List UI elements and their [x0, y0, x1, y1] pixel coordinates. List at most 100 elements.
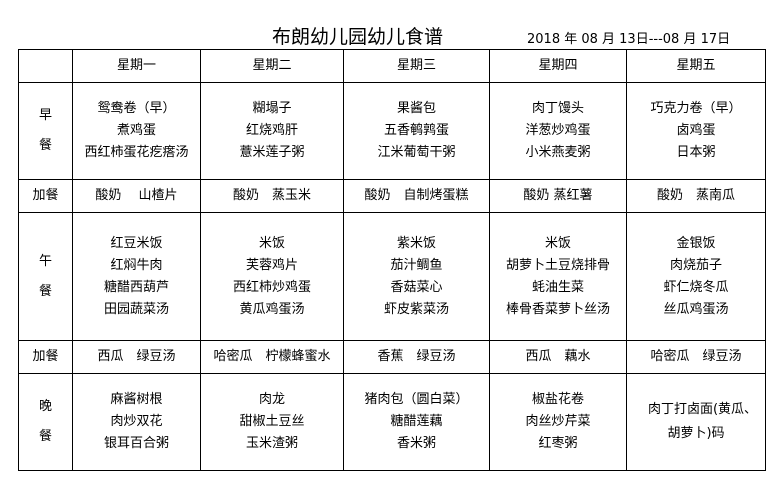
- menu-cell: 鸳鸯卷（早） 煮鸡蛋西红柿蛋花疙瘩汤: [72, 82, 201, 180]
- menu-cell: 香蕉 绿豆汤: [343, 340, 490, 374]
- dish: 酸奶 山楂片: [95, 188, 178, 203]
- menu-cell: 红豆米饭红焖牛肉糖醋西葫芦田园蔬菜汤: [72, 212, 201, 341]
- menu-cell: 椒盐花卷肉丝炒芹菜红枣粥: [489, 373, 627, 471]
- dish: 哈密瓜 柠檬蜂蜜水: [213, 349, 331, 364]
- dish: 五香鹌鹑蛋: [383, 123, 449, 138]
- dish: 酸奶 蒸玉米: [232, 188, 311, 203]
- menu-cell: 西瓜 藕水: [489, 340, 627, 374]
- dish: 糖醋莲藕: [390, 414, 443, 429]
- menu-cell: 酸奶 山楂片: [72, 179, 201, 213]
- dish: 鸳鸯卷（早）: [97, 101, 176, 116]
- dish: 糊塌子: [252, 101, 292, 116]
- dish: 肉丁打卤面(黄瓜、胡萝卜)码: [634, 402, 758, 441]
- meal-label-char: 餐: [38, 429, 52, 444]
- dish: 酸奶 蒸红薯: [523, 188, 593, 203]
- day-header: 星期二: [200, 49, 344, 83]
- dish: 西红柿炒鸡蛋: [232, 279, 311, 295]
- menu-cell: 哈密瓜 绿豆汤: [626, 340, 766, 374]
- menu-cell: 酸奶 蒸红薯: [489, 179, 627, 213]
- menu-cell: 麻酱树根肉炒双花银耳百合粥: [72, 373, 201, 471]
- row-lunch: 午餐红豆米饭 红焖牛肉 糖醋西葫芦 田园蔬菜汤 米饭 芙蓉鸡片 西红柿炒鸡蛋 黄瓜鸡蛋汤 紫米饭…: [18, 212, 766, 341]
- page-title: 布朗幼儿园幼儿食谱: [272, 26, 444, 48]
- meal-label-char: 餐: [38, 138, 52, 153]
- dish: 酸奶 蒸南瓜: [656, 188, 735, 203]
- dish: 猪肉包（圆白菜）: [364, 392, 469, 407]
- menu-cell: 肉丁馒头洋葱炒鸡蛋小米燕麦粥: [489, 82, 627, 180]
- dish: 肉炒双花: [110, 414, 163, 429]
- dish: 米饭: [258, 235, 285, 251]
- menu-cell: 巧克力卷（早） 卤鸡蛋 日本粥: [626, 82, 766, 180]
- meal-label-char: 晚: [38, 399, 52, 414]
- dish: 芙蓉鸡片: [245, 257, 298, 273]
- dish: 紫米饭: [396, 235, 436, 251]
- dish: 虾皮紫菜汤: [383, 301, 449, 317]
- menu-cell: 酸奶 蒸南瓜: [626, 179, 766, 213]
- meal-label: 早餐: [18, 82, 73, 180]
- menu-cell: 紫米饭茄汁鲷鱼香菇菜心虾皮紫菜汤: [343, 212, 490, 341]
- menu-cell: 米饭 胡萝卜土豆烧排骨 蚝油生菜 棒骨香菜萝卜丝汤: [489, 212, 627, 341]
- menu-table: 星期一 星期二 星期三 星期四 星期五 早餐鸳鸯卷（早） 煮鸡蛋 西红柿蛋花疙瘩汤糊…: [18, 49, 766, 471]
- dish: 甜椒土豆丝: [239, 414, 305, 429]
- dish: 香菇菜心: [390, 279, 443, 295]
- dish: 西瓜 绿豆汤: [97, 349, 176, 364]
- corner-cell: [18, 49, 73, 83]
- dish: 虾仁烧冬瓜: [663, 279, 729, 295]
- dish: 胡萝卜土豆烧排骨: [505, 257, 610, 273]
- dish: 巧克力卷（早）: [650, 101, 742, 116]
- meal-label-char: 加餐: [32, 188, 59, 203]
- menu-cell: 猪肉包（圆白菜） 糖醋莲藕香米粥: [343, 373, 490, 471]
- dish: 肉丝炒芹菜: [525, 414, 591, 429]
- dish: 小米燕麦粥: [525, 145, 591, 160]
- menu-cell: 糊塌子 红烧鸡肝 薏米莲子粥: [200, 82, 344, 180]
- dish: 肉烧茄子: [669, 257, 722, 273]
- header-row: 星期一 星期二 星期三 星期四 星期五: [18, 49, 766, 83]
- dish: 江米葡萄干粥: [377, 145, 456, 160]
- dish: 茄汁鲷鱼: [390, 257, 443, 273]
- menu-cell: 肉龙 甜椒土豆丝 玉米渣粥: [200, 373, 344, 471]
- meal-label: 加餐: [18, 340, 73, 374]
- dish: 麻酱树根: [110, 392, 163, 407]
- dish: 丝瓜鸡蛋汤: [663, 301, 729, 317]
- dish: 洋葱炒鸡蛋: [525, 123, 591, 138]
- menu-cell: 金银饭肉烧茄子虾仁烧冬瓜丝瓜鸡蛋汤: [626, 212, 766, 341]
- dish: 米饭: [544, 235, 571, 251]
- day-header: 星期三: [343, 49, 490, 83]
- row-snack-pm: 加餐 西瓜 绿豆汤 哈密瓜 柠檬蜂蜜水 香蕉 绿豆汤 西瓜 藕水 哈密瓜 绿豆汤: [18, 340, 766, 374]
- dish: 糖醋西葫芦: [103, 279, 169, 295]
- dish: 西瓜 藕水: [525, 349, 591, 364]
- menu-cell: 米饭芙蓉鸡片西红柿炒鸡蛋 黄瓜鸡蛋汤: [200, 212, 344, 341]
- menu-cell: 哈密瓜 柠檬蜂蜜水: [200, 340, 344, 374]
- dish: 棒骨香菜萝卜丝汤: [505, 301, 610, 317]
- meal-label-char: 早: [38, 108, 52, 123]
- dish: 煮鸡蛋: [116, 123, 156, 138]
- meal-label: 晚餐: [18, 373, 73, 471]
- dish: 椒盐花卷: [531, 392, 584, 407]
- dish: 田园蔬菜汤: [103, 301, 169, 317]
- meal-label: 午餐: [18, 212, 73, 341]
- date-range: 2018 年 08 月 13日---08 月 17日: [527, 32, 731, 47]
- dish: 黄瓜鸡蛋汤: [239, 301, 305, 317]
- row-snack-am: 加餐 酸奶 山楂片 酸奶 蒸玉米 酸奶 自制烤蛋糕 酸奶 蒸红薯 酸奶 蒸南瓜: [18, 179, 766, 213]
- meal-label-char: 餐: [38, 283, 52, 299]
- dish: 玉米渣粥: [245, 436, 298, 451]
- row-dinner: 晚餐麻酱树根 肉炒双花 银耳百合粥 肉龙 甜椒土豆丝 玉米渣粥 猪肉包（圆白菜） 糖醋莲藕 香米…: [18, 373, 766, 471]
- dish: 红枣粥: [538, 436, 578, 451]
- dish: 日本粥: [676, 145, 716, 160]
- dish: 金银饭: [676, 235, 716, 251]
- day-header: 星期四: [489, 49, 627, 83]
- day-header: 星期一: [72, 49, 201, 83]
- dish: 西红柿蛋花疙瘩汤: [84, 145, 189, 160]
- dish: 果酱包: [396, 101, 436, 116]
- menu-cell: 肉丁打卤面(黄瓜、胡萝卜)码: [626, 373, 766, 471]
- dish: 红焖牛肉: [110, 257, 163, 273]
- meal-label-char: 午: [38, 253, 52, 269]
- dish: 酸奶 自制烤蛋糕: [364, 188, 469, 203]
- menu-cell: 果酱包五香鹌鹑蛋江米葡萄干粥: [343, 82, 490, 180]
- meal-label: 加餐: [18, 179, 73, 213]
- dish: 银耳百合粥: [103, 436, 169, 451]
- dish: 哈密瓜 绿豆汤: [650, 349, 742, 364]
- dish: 肉丁馒头: [531, 101, 584, 116]
- dish: 香米粥: [396, 436, 436, 451]
- dish: 红豆米饭: [110, 235, 163, 251]
- meal-label-char: 加餐: [32, 349, 59, 364]
